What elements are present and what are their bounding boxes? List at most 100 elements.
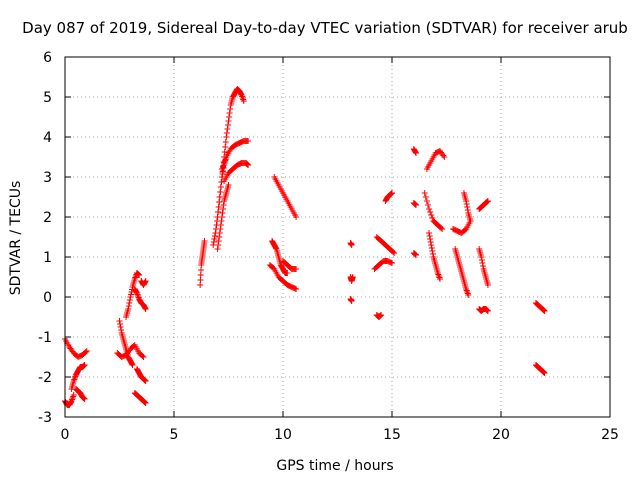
data-point [217, 226, 224, 232]
x-tick-label: 10 [274, 427, 292, 443]
data-point [215, 209, 222, 215]
data-point [216, 199, 223, 205]
data-point [284, 270, 291, 276]
series-arc-h3 [452, 246, 472, 298]
data-point [427, 209, 434, 215]
data-point [467, 218, 474, 224]
series-arc-a1 [62, 336, 90, 360]
data-point [240, 98, 247, 104]
series-arc-g6 [426, 230, 443, 282]
x-tick-label: 25 [601, 427, 619, 443]
data-point [349, 274, 356, 280]
series-arc-d4 [280, 258, 300, 272]
data-point [222, 139, 229, 145]
series-arc-b4 [131, 286, 149, 312]
data-point [463, 201, 470, 207]
y-tick-label: 2 [43, 210, 52, 226]
data-point [219, 210, 226, 216]
data-point [348, 298, 355, 304]
data-point [216, 234, 223, 240]
data-point [478, 254, 485, 260]
data-point [211, 233, 218, 239]
plot-frame [64, 56, 611, 418]
data-point [225, 182, 232, 188]
data-point [293, 286, 300, 292]
data-point [436, 276, 443, 282]
data-point [389, 260, 395, 266]
data-point [139, 353, 146, 359]
data-point [428, 212, 435, 218]
data-point [422, 194, 429, 200]
data-point [465, 292, 472, 298]
series-arc-a4 [72, 386, 88, 402]
data-point [226, 114, 233, 120]
data-point [217, 184, 224, 190]
data-point [142, 278, 149, 284]
series-arc-e4 [373, 312, 385, 320]
series-arc-e1 [347, 274, 356, 284]
data-point [83, 348, 90, 354]
data-point [125, 306, 132, 312]
series-arc-g5 [421, 190, 446, 232]
data-point [390, 249, 397, 255]
data-point [426, 230, 433, 236]
data-point [478, 257, 485, 263]
data-point [217, 222, 224, 228]
data-points [62, 86, 548, 408]
data-point [424, 202, 431, 208]
data-point [82, 349, 89, 355]
data-point [541, 308, 548, 314]
data-point [211, 236, 218, 242]
data-point [484, 198, 491, 204]
series-arc-b1 [114, 342, 147, 360]
data-point [225, 118, 232, 124]
data-point [227, 106, 234, 112]
series-arc-g2 [410, 200, 419, 208]
series-arc-b5 [133, 366, 149, 384]
data-point [378, 312, 385, 318]
data-point [441, 154, 448, 160]
series-arc-f1 [373, 234, 398, 256]
data-point [479, 260, 486, 266]
data-point [217, 189, 224, 195]
series-arc-a3 [68, 362, 88, 392]
data-point [464, 207, 471, 213]
x-axis-label: GPS time / hours [276, 458, 393, 474]
data-point [215, 242, 222, 248]
data-point [223, 130, 230, 136]
y-tick-label: 5 [43, 90, 52, 106]
series-arc-c7 [214, 182, 232, 252]
grid-lines [65, 57, 610, 417]
data-point [220, 206, 227, 212]
series-arc-d1 [271, 174, 300, 220]
series-arc-i1 [532, 300, 548, 314]
data-point [140, 354, 147, 360]
data-point [389, 190, 395, 196]
data-point [142, 400, 149, 406]
data-point [412, 149, 419, 155]
data-point [118, 327, 125, 333]
series-arc-d2 [269, 238, 291, 276]
x-tick-label: 0 [61, 427, 70, 443]
data-point [439, 226, 446, 232]
data-point [142, 279, 149, 285]
data-point [142, 378, 149, 384]
data-point [117, 324, 124, 330]
series-arc-c5 [218, 138, 252, 172]
x-tick-label: 15 [383, 427, 401, 443]
data-point [427, 239, 434, 245]
data-point [428, 242, 435, 248]
data-point [426, 233, 433, 239]
data-point [224, 122, 231, 128]
data-point [541, 370, 548, 376]
data-point [412, 252, 419, 258]
data-point [293, 266, 300, 272]
series-arc-d3 [266, 262, 300, 292]
data-point [220, 202, 227, 208]
data-point [129, 361, 136, 367]
series-arc-h6 [476, 198, 491, 212]
data-point [412, 150, 419, 156]
y-tick-label: 4 [43, 130, 52, 146]
data-point [428, 245, 435, 251]
